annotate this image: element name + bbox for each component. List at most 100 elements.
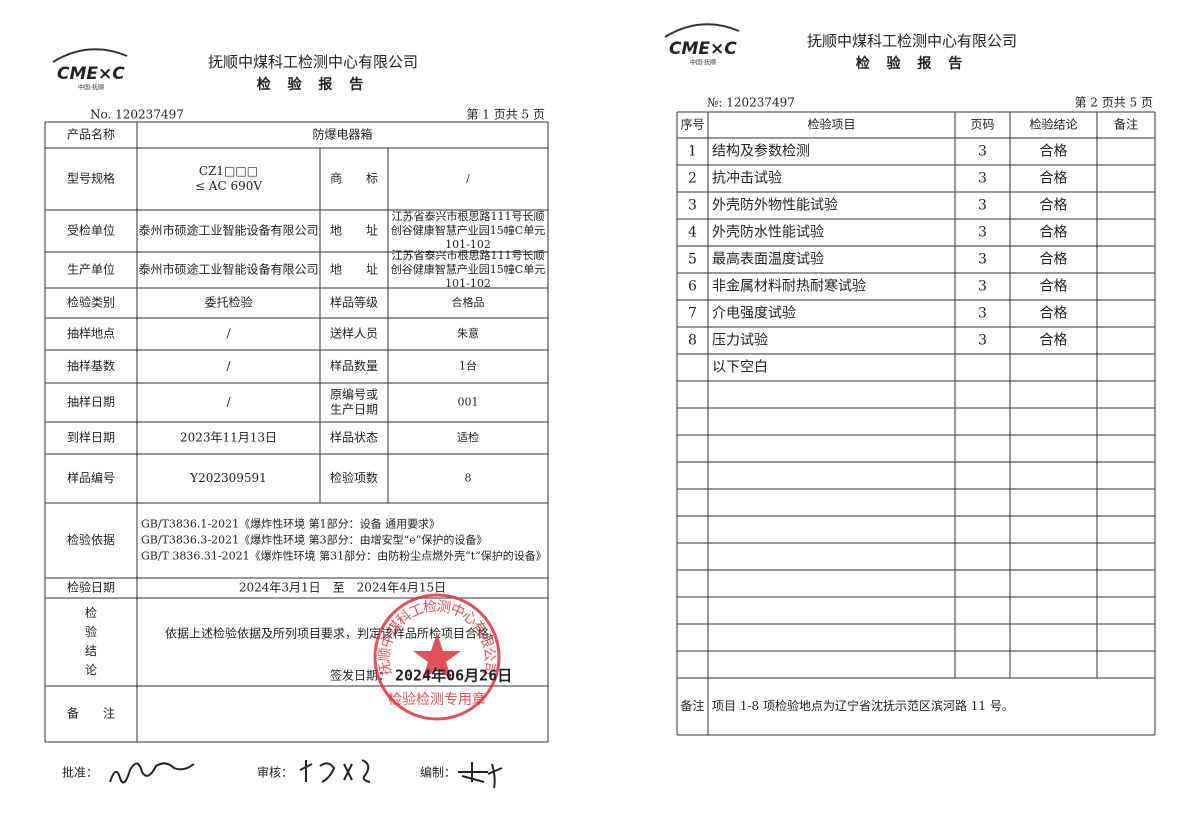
cell-text: 备注 xyxy=(1114,117,1138,132)
cell-text: 3 xyxy=(978,252,987,268)
cell-text: 7 xyxy=(688,306,697,322)
signature-label: 批准： xyxy=(62,765,98,780)
cell-text: / xyxy=(226,359,231,373)
cell-text: 介电强度试验 xyxy=(712,306,796,322)
logo-swoosh xyxy=(664,23,740,38)
cell-text: 检验类别 xyxy=(67,295,115,310)
cell-text: 合格 xyxy=(1040,171,1068,187)
cell-text: 朱意 xyxy=(457,326,479,340)
cell-text: 5 xyxy=(688,252,697,268)
cell-text: CZ1□□□ xyxy=(199,164,258,178)
cell-text: 3 xyxy=(978,279,987,295)
cell-text: 备 注 xyxy=(67,706,115,721)
cell-text: 送样人员 xyxy=(330,326,378,341)
cell-text: 验 xyxy=(85,624,97,639)
cell-text: 抗冲击试验 xyxy=(712,171,782,187)
cell-text: 1 xyxy=(688,144,697,160)
cell-text: 101-102 xyxy=(445,277,491,290)
cell-text: 泰州市硕途工业智能设备有限公司 xyxy=(138,262,318,277)
cell-text: 2024年3月1日 至 2024年4月15日 xyxy=(239,581,446,595)
signature xyxy=(299,759,371,783)
cell-text: 3 xyxy=(978,306,987,322)
cell-text: 备注 xyxy=(680,698,704,713)
logo-sub: 中国·抚顺 xyxy=(690,59,716,67)
cell-text: 合格 xyxy=(1040,279,1068,295)
cell-text: 8 xyxy=(688,333,697,349)
logo: CME×C xyxy=(669,39,737,59)
cell-text: 到样日期 xyxy=(67,430,115,445)
cell-text: GB/T 3836.31-2021《爆炸性环境 第31部分：由防粉尘点燃外壳“t… xyxy=(141,549,547,563)
cell-text: 检验项目 xyxy=(807,117,855,132)
page-number: 第 1 页共 5 页 xyxy=(466,108,545,122)
cell-text: 创谷健康智慧产业园15幢C单元 xyxy=(391,223,545,237)
cell-text: Y202309591 xyxy=(189,471,267,485)
cell-text: 项目 1-8 项检验地点为辽宁省沈抚示范区滨河路 11 号。 xyxy=(712,698,1014,713)
cell-text: 抽样基数 xyxy=(67,358,115,373)
cell-text: 检验日期 xyxy=(67,580,115,595)
cell-text: / xyxy=(466,172,470,185)
cell-text: 地 址 xyxy=(330,224,378,238)
cell-text: 合格 xyxy=(1040,333,1068,349)
cell-text: 抽样地点 xyxy=(67,326,115,341)
cell-text: 3 xyxy=(978,333,987,349)
cell-text: 8 xyxy=(465,472,472,485)
cell-text: 非金属材料耐热耐寒试验 xyxy=(712,278,866,295)
cell-text: 合格 xyxy=(1040,306,1068,322)
cell-text: 型号规格 xyxy=(67,171,115,186)
cell-text: 检验依据 xyxy=(67,532,115,547)
cell-text: 江苏省泰兴市根思路111号长顺 xyxy=(392,248,545,262)
page-number: 第 2 页共 5 页 xyxy=(1074,96,1153,110)
company: 抚顺中煤科工检测中心有限公司 xyxy=(807,32,1017,50)
report-title: 检 验 报 告 xyxy=(257,76,370,93)
logo-swoosh xyxy=(52,48,128,63)
cell-text: 抽样日期 xyxy=(67,394,115,409)
cell-text: 合格品 xyxy=(452,295,485,309)
report-number: №: 120237497 xyxy=(707,96,795,110)
report-title: 检 验 报 告 xyxy=(856,55,969,72)
cell-text: 结 xyxy=(85,644,97,658)
cell-text: 论 xyxy=(85,663,97,677)
cell-text: 2023年11月13日 xyxy=(180,431,277,445)
cell-text: 原编号或 xyxy=(330,387,378,402)
cell-text: 3 xyxy=(688,198,697,214)
cell-text: ≤ AC 690V xyxy=(195,179,262,193)
cell-text: 样品编号 xyxy=(67,470,115,485)
cell-text: 样品状态 xyxy=(330,430,378,445)
cell-text: 外壳防外物性能试验 xyxy=(712,197,838,214)
cell-text: 生产日期 xyxy=(330,403,378,417)
stamp-bottom: 检验检测专用章 xyxy=(388,691,486,708)
cell-text: 以下空白 xyxy=(712,360,768,376)
cell-text: 泰州市硕途工业智能设备有限公司 xyxy=(138,223,318,238)
cell-text: 检验项数 xyxy=(330,470,378,485)
signature xyxy=(109,762,195,784)
cell-text: / xyxy=(226,327,231,341)
cell-text: 结构及参数检测 xyxy=(712,143,810,160)
issue-label: 签发日期： xyxy=(330,668,390,683)
cell-text: 防爆电器箱 xyxy=(312,127,372,142)
cell-text: 101-102 xyxy=(445,238,491,251)
cell-text: 商 标 xyxy=(330,171,378,186)
cell-text: 3 xyxy=(978,171,987,187)
cell-text: 合格 xyxy=(1040,144,1068,160)
cell-text: 合格 xyxy=(1040,225,1068,241)
company: 抚顺中煤科工检测中心有限公司 xyxy=(208,53,418,71)
cell-text: GB/T3836.3-2021《爆炸性环境 第3部分：由增安型“e”保护的设备》 xyxy=(141,533,487,547)
cell-text: 外壳防水性能试验 xyxy=(712,224,824,241)
cell-text: 创谷健康智慧产业园15幢C单元 xyxy=(391,262,545,276)
cell-text: 江苏省泰兴市根思路111号长顺 xyxy=(392,209,545,223)
cell-text: 委托检验 xyxy=(204,295,252,310)
signature-label: 编制： xyxy=(420,765,456,780)
cell-text: 001 xyxy=(458,396,479,409)
cell-text: 合格 xyxy=(1040,252,1068,268)
cell-text: 生产单位 xyxy=(67,262,115,277)
cell-text: 合格 xyxy=(1040,198,1068,214)
cell-text: GB/T3836.1-2021《爆炸性环境 第1部分：设备 通用要求》 xyxy=(141,517,440,531)
cell-text: 产品名称 xyxy=(67,127,115,142)
cell-text: 页码 xyxy=(970,118,994,132)
cell-text: 2 xyxy=(688,171,697,187)
cell-text: 1台 xyxy=(459,359,477,373)
cell-text: 样品数量 xyxy=(330,358,378,373)
cell-text: 受检单位 xyxy=(67,223,115,238)
